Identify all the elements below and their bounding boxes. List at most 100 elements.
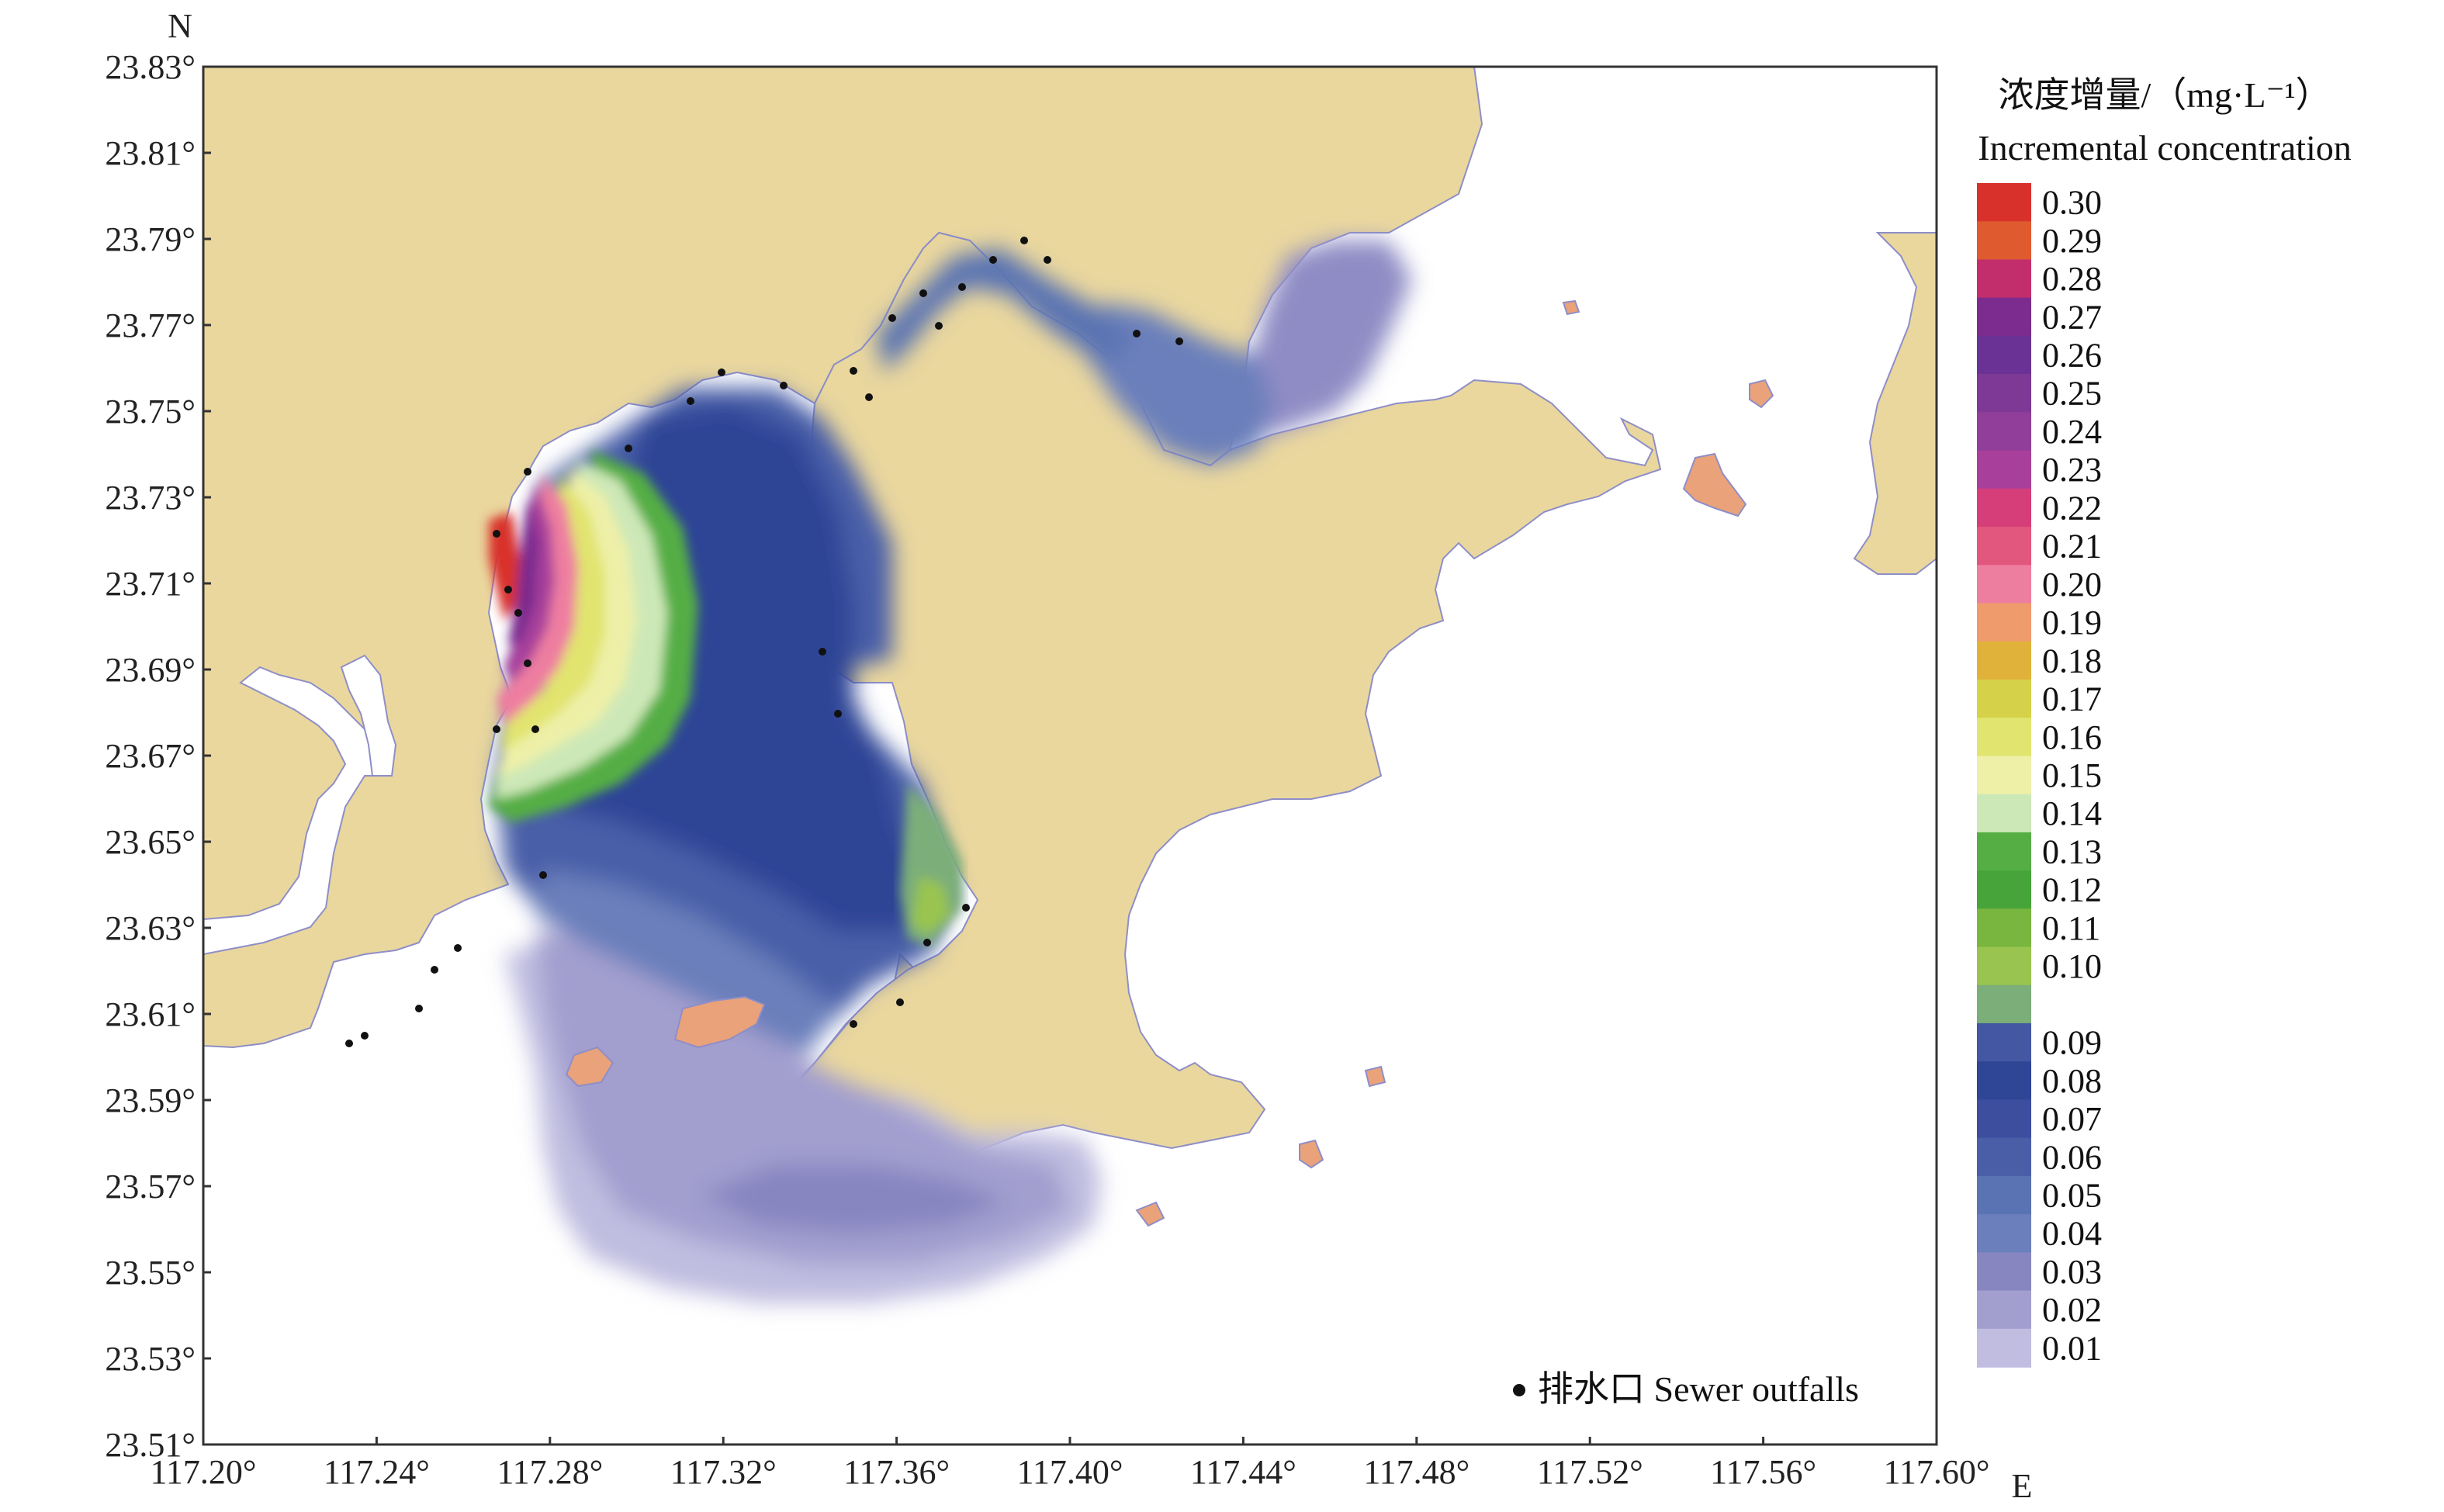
colorbar-swatch xyxy=(1977,718,2031,757)
lat-tick-label: 23.75° xyxy=(105,393,196,431)
lon-tick-label: 117.56° xyxy=(1710,1453,1816,1491)
colorbar-swatch xyxy=(1977,374,2031,413)
west-inlet-branch xyxy=(340,654,397,777)
colorbar-label: 0.07 xyxy=(2042,1100,2102,1138)
colorbar-label: 0.23 xyxy=(2042,451,2102,489)
colorbar-swatch xyxy=(1977,794,2031,833)
island-4 xyxy=(1749,379,1774,409)
colorbar-title-en: Incremental concentration xyxy=(1978,128,2351,168)
map-area xyxy=(203,67,1937,1445)
colorbar-swatch xyxy=(1977,412,2031,452)
colorbar-label: 0.21 xyxy=(2042,528,2102,566)
lat-tick-label: 23.71° xyxy=(105,565,196,603)
east-label: E xyxy=(2012,1467,2033,1505)
colorbar: 浓度增量/（mg·L⁻¹） Incremental concentration … xyxy=(1977,75,2352,1368)
colorbar-swatch xyxy=(1977,1061,2031,1101)
lat-tick-label: 23.51° xyxy=(105,1426,196,1464)
island-6 xyxy=(1299,1139,1324,1169)
colorbar-label: 0.24 xyxy=(2042,413,2102,451)
colorbar-swatch xyxy=(1977,565,2031,604)
lat-tick-label: 23.67° xyxy=(105,737,196,775)
colorbar-label: 0.19 xyxy=(2042,604,2102,642)
colorbar-label: 0.12 xyxy=(2042,871,2102,909)
lon-tick-label: 117.48° xyxy=(1363,1453,1470,1491)
colorbar-label: 0.26 xyxy=(2042,337,2102,375)
colorbar-swatch xyxy=(1977,603,2031,642)
colorbar-label: 0.29 xyxy=(2042,222,2102,260)
colorbar-label: 0.17 xyxy=(2042,680,2102,718)
island-8 xyxy=(1562,299,1580,316)
colorbar-label: 0.04 xyxy=(2042,1215,2102,1253)
lat-tick-label: 23.63° xyxy=(105,909,196,947)
lon-tick-label: 117.40° xyxy=(1017,1453,1123,1491)
lat-tick-label: 23.57° xyxy=(105,1168,196,1206)
colorbar-swatch xyxy=(1977,641,2031,680)
colorbar-swatch xyxy=(1977,221,2031,261)
plume-core xyxy=(489,450,698,822)
lon-tick-label: 117.44° xyxy=(1190,1453,1296,1491)
colorbar-label: 0.25 xyxy=(2042,375,2102,413)
lon-tick-label: 117.32° xyxy=(670,1453,777,1491)
colorbar-label: 0.09 xyxy=(2042,1024,2102,1062)
outfall-markers xyxy=(345,237,1183,1047)
island-5 xyxy=(1364,1065,1386,1088)
lat-tick-label: 23.79° xyxy=(105,220,196,258)
island-7 xyxy=(1135,1201,1165,1227)
island-2 xyxy=(565,1046,614,1088)
colorbar-swatch xyxy=(1977,1252,2031,1292)
colorbar-swatch xyxy=(1977,1137,2031,1177)
colorbar-swatch xyxy=(1977,1099,2031,1139)
lon-tick-label: 117.36° xyxy=(843,1453,950,1491)
colorbar-swatch xyxy=(1977,183,2031,223)
colorbar-label: 0.16 xyxy=(2042,718,2102,756)
colorbar-label: 0.14 xyxy=(2042,794,2102,832)
colorbar-label: 0.13 xyxy=(2042,832,2102,870)
colorbar-label: 0.05 xyxy=(2042,1176,2102,1214)
colorbar-label: 0.27 xyxy=(2042,298,2102,336)
colorbar-swatch xyxy=(1977,450,2031,490)
southeast-land xyxy=(699,231,1662,1182)
lon-tick-label: 117.24° xyxy=(324,1453,430,1491)
outfall-legend-label: 排水口 Sewer outfalls xyxy=(1538,1369,1859,1409)
lon-tick-labels: 117.20° 117.24° 117.28° 117.32° 117.36° 117.4… xyxy=(151,1453,1990,1491)
colorbar-label: 0.03 xyxy=(2042,1253,2102,1291)
west-inlet xyxy=(203,666,389,956)
colorbar-swatch xyxy=(1977,908,2031,948)
colorbar-swatch xyxy=(1977,984,2031,1024)
lat-tick-label: 23.69° xyxy=(105,651,196,689)
colorbar-label: 0.22 xyxy=(2042,489,2102,527)
lat-tick-label: 23.73° xyxy=(105,479,196,517)
colorbar-label: 0.11 xyxy=(2042,909,2100,947)
island-3 xyxy=(1682,452,1747,517)
colorbar-swatch xyxy=(1977,756,2031,795)
colorbar-swatch xyxy=(1977,870,2031,910)
colorbar-label: 0.06 xyxy=(2042,1138,2102,1176)
lat-tick-label: 23.61° xyxy=(105,995,196,1033)
lat-tick-label: 23.81° xyxy=(105,134,196,172)
colorbar-label: 0.02 xyxy=(2042,1291,2102,1329)
colorbar-label: 0.30 xyxy=(2042,184,2102,222)
colorbar-swatch xyxy=(1977,679,2031,718)
lon-tick-label: 117.20° xyxy=(151,1453,257,1491)
outfall-legend: 排水口 Sewer outfalls xyxy=(1513,1369,1859,1409)
colorbar-swatch xyxy=(1977,297,2031,337)
lon-tick-label: 117.28° xyxy=(497,1453,603,1491)
colorbar-label: 0.10 xyxy=(2042,947,2102,985)
axis-ticks xyxy=(202,65,1938,1446)
colorbar-swatch xyxy=(1977,946,2031,986)
lat-tick-label: 23.55° xyxy=(105,1254,196,1292)
colorbar-label: 0.15 xyxy=(2042,756,2102,794)
colorbar-swatches xyxy=(1977,183,2031,1368)
lon-tick-label: 117.52° xyxy=(1537,1453,1643,1491)
far-east-land xyxy=(1853,232,1937,575)
lat-tick-label: 23.65° xyxy=(105,823,196,861)
colorbar-label: 0.28 xyxy=(2042,260,2102,298)
colorbar-swatch xyxy=(1977,1214,2031,1254)
island-1 xyxy=(673,995,766,1049)
lat-tick-label: 23.77° xyxy=(105,306,196,344)
lat-tick-label: 23.53° xyxy=(105,1340,196,1378)
colorbar-swatch xyxy=(1977,488,2031,528)
colorbar-labels: 0.300.290.280.270.260.250.240.230.220.21… xyxy=(2042,184,2102,1368)
colorbar-swatch xyxy=(1977,1175,2031,1215)
